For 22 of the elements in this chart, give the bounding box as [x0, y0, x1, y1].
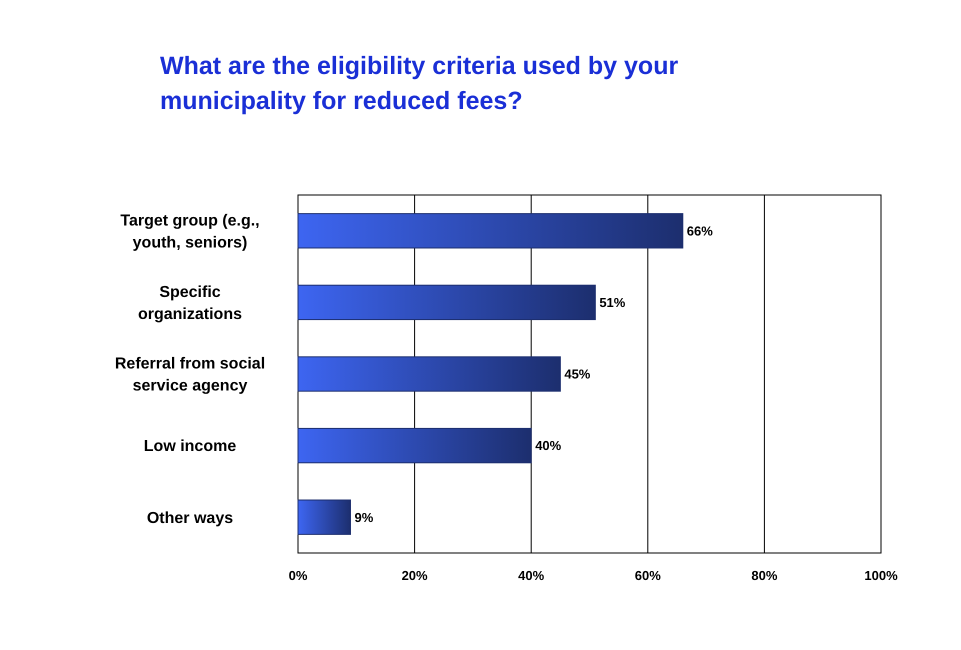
y-tick-label: Target group (e.g., youth, seniors) — [120, 212, 260, 252]
bar — [298, 213, 684, 248]
data-label: 66% — [686, 223, 714, 238]
x-tick-label: 40% — [518, 568, 545, 583]
bar — [298, 356, 561, 392]
y-tick-label: Specific organizations — [138, 284, 242, 323]
data-label: 9% — [354, 510, 374, 525]
y-tick-label: Low income — [144, 438, 236, 456]
x-tick-label: 100% — [864, 568, 898, 583]
y-tick-label: Other ways — [146, 510, 234, 527]
bar — [298, 284, 596, 320]
x-tick-label: 0% — [288, 568, 308, 583]
data-label: 40% — [535, 438, 562, 454]
x-tick-label: 80% — [751, 568, 778, 583]
x-tick-label: 60% — [634, 568, 662, 583]
y-tick-label: Referral from social service agency — [114, 356, 266, 395]
chart-title: What are the eligibility criteria used by your municipality for reduced fees? — [160, 52, 678, 115]
data-label: 51% — [599, 294, 626, 310]
bar — [298, 428, 532, 464]
x-tick-label: 20% — [402, 568, 428, 583]
data-label: 45% — [564, 366, 591, 382]
bar — [298, 500, 351, 535]
